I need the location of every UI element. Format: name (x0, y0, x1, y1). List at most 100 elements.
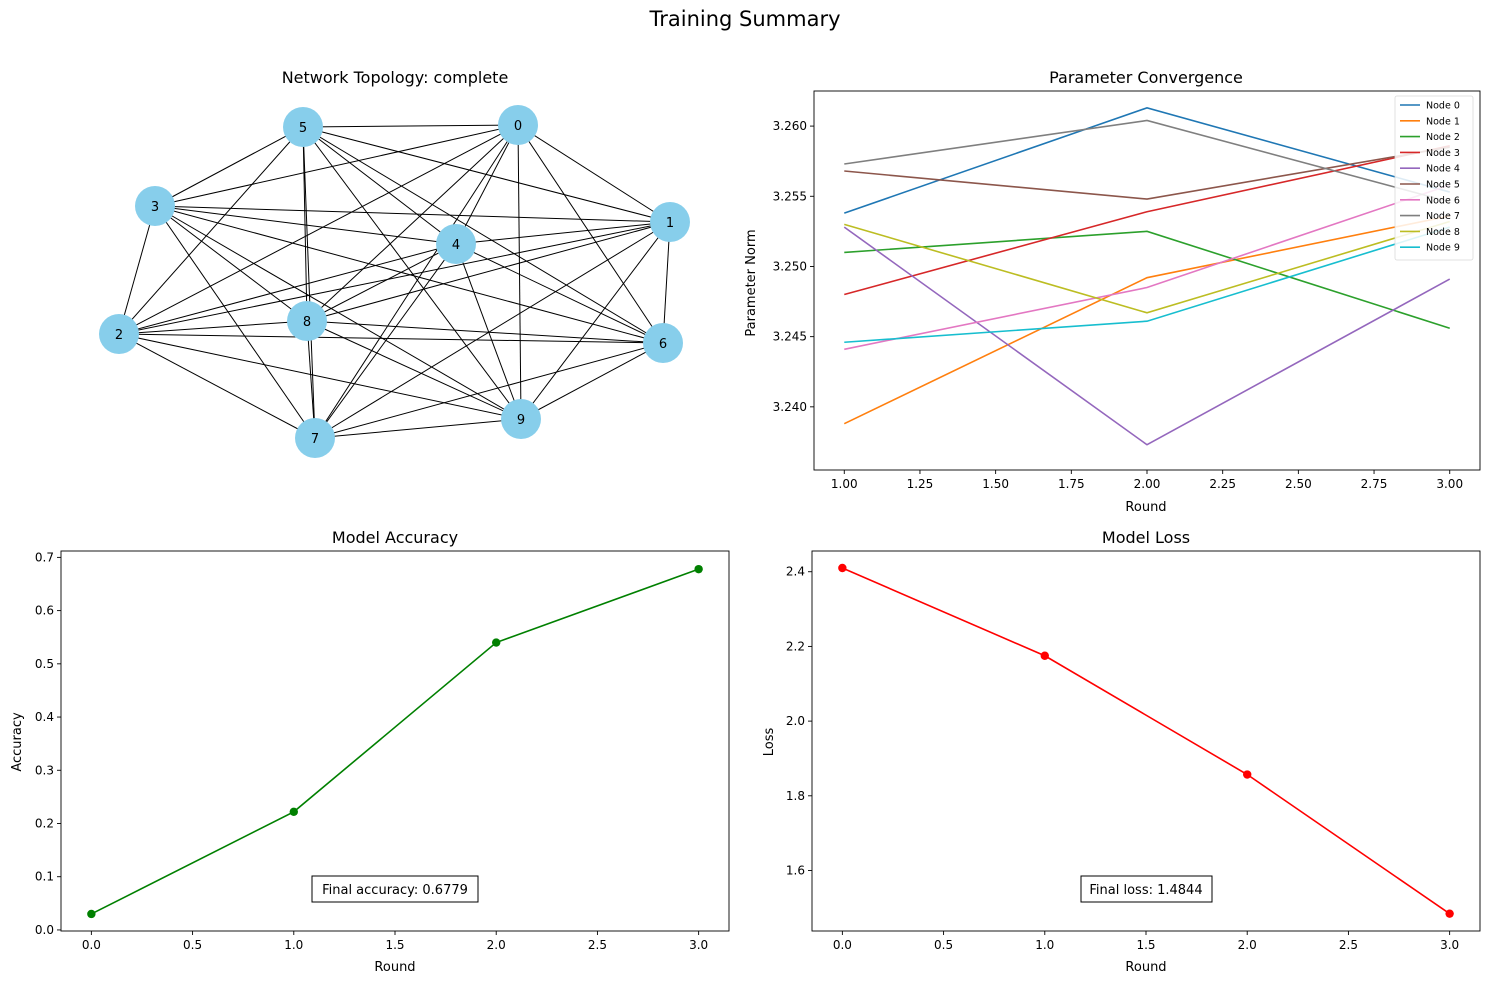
convergence-legend-entry: Node 9 (1426, 243, 1460, 254)
convergence-series-line-5 (844, 146, 1450, 200)
accuracy-xlabel: Round (374, 960, 415, 975)
accuracy-point (694, 564, 703, 574)
network-node-label: 7 (311, 432, 319, 447)
loss-x-tick-label: 2.5 (1339, 938, 1358, 952)
network-edge-0-9 (517, 124, 522, 420)
loss-y-tick-label: 1.6 (786, 863, 805, 877)
network-edge-3-6 (154, 205, 664, 344)
accuracy-plot-area: 0.0 0.5 1.0 1.5 2.0 2.5 3.0 0.0 0.1 0.2 0.3 0.4 0.5 0… (35, 550, 730, 952)
convergence-legend-entry: Node 5 (1426, 180, 1460, 191)
convergence-x-tick-label: 2.75 (1361, 477, 1388, 491)
convergence-x-tick-label: 2.50 (1285, 477, 1312, 491)
accuracy-point (289, 807, 298, 816)
accuracy-series-line-0 (90, 568, 699, 915)
network-edge-2-7 (118, 333, 316, 439)
convergence-x-tick-label: 1.25 (907, 477, 934, 491)
accuracy-x-tick-label: 0.0 (82, 938, 101, 952)
loss-title: Model Loss (1102, 528, 1190, 547)
convergence-series-line-6 (844, 184, 1450, 351)
convergence-legend-entry: Node 1 (1426, 116, 1460, 127)
convergence-legend-entry: Node 3 (1426, 148, 1460, 159)
loss-x-tick-label: 2.0 (1238, 938, 1257, 952)
network-edge-5-6 (302, 126, 664, 344)
network-node-label: 1 (666, 216, 674, 231)
network-node-label: 2 (115, 328, 123, 343)
accuracy-y-tick-label: 0.5 (35, 657, 54, 671)
network-edge-0-7 (314, 124, 519, 439)
accuracy-x-tick-label: 0.5 (183, 938, 202, 952)
loss-x-tick-label: 1.0 (1035, 938, 1054, 952)
accuracy-title: Model Accuracy (332, 528, 458, 547)
accuracy-annotation: Final accuracy: 0.6779 (322, 883, 468, 898)
convergence-legend-entry: Node 2 (1426, 132, 1460, 143)
network-node-5 (283, 107, 323, 147)
network-edge-5-7 (302, 126, 316, 439)
network-edge-0-3 (154, 124, 519, 207)
network-edge-7-9 (314, 418, 522, 439)
loss-y-tick-label: 2.0 (786, 714, 805, 728)
network-edges (118, 124, 671, 439)
convergence-series-line-9 (844, 226, 1450, 344)
accuracy-y-tick-label: 0.4 (35, 710, 54, 724)
convergence-series-line-3 (844, 144, 1450, 296)
network-node-1 (650, 202, 690, 242)
accuracy-x-tick-label: 2.0 (487, 938, 506, 952)
network-node-label: 6 (659, 337, 667, 352)
convergence-series-line-8 (844, 220, 1450, 314)
network-node-label: 9 (517, 413, 525, 428)
accuracy-y-tick-label: 0.2 (35, 816, 54, 830)
network-edge-4-6 (455, 243, 664, 344)
loss-xlabel: Round (1125, 960, 1166, 975)
network-edge-5-8 (302, 126, 308, 322)
loss-point (838, 563, 847, 573)
network-title: Network Topology: complete (282, 68, 509, 87)
loss-x-tick-label: 3.0 (1440, 938, 1459, 952)
accuracy-annotation-box (311, 875, 479, 903)
network-edge-0-2 (118, 124, 519, 335)
loss-point (1243, 770, 1252, 779)
network-edge-4-8 (306, 243, 457, 322)
network-topology-panel: Network Topology: complete 0 1 2 3 4 5 6 7 8 9 (99, 68, 690, 458)
convergence-series-line-0 (844, 107, 1450, 214)
network-edge-3-5 (154, 126, 304, 207)
network-edge-2-3 (118, 205, 156, 335)
accuracy-y-tick-label: 0.3 (35, 763, 54, 777)
network-edge-2-4 (118, 243, 457, 335)
network-node-2 (99, 314, 139, 354)
network-edge-4-9 (455, 243, 522, 420)
loss-annotation: Final loss: 1.4844 (1089, 883, 1202, 898)
network-node-label: 0 (514, 119, 522, 134)
network-node-label: 3 (151, 200, 159, 215)
accuracy-x-tick-label: 1.0 (284, 938, 303, 952)
network-node-8 (287, 301, 327, 341)
network-node-0 (498, 105, 538, 145)
accuracy-x-tick-label: 1.5 (385, 938, 404, 952)
loss-x-tick-label: 0.0 (833, 938, 852, 952)
network-node-label: 4 (452, 238, 460, 253)
accuracy-y-tick-label: 0.1 (35, 870, 54, 884)
network-node-6 (643, 323, 683, 363)
accuracy-point (492, 638, 501, 647)
network-edge-3-7 (154, 205, 316, 439)
convergence-x-tick-label: 2.00 (1134, 477, 1161, 491)
convergence-xlabel: Round (1125, 500, 1166, 515)
network-node-3 (135, 186, 175, 226)
network-edge-1-7 (314, 221, 671, 439)
convergence-legend-entry: Node 4 (1426, 164, 1460, 175)
convergence-series-line-4 (843, 226, 1451, 446)
loss-plot-area: 0.0 0.5 1.0 1.5 2.0 2.5 3.0 1.6 1.8 2.0 2.2 2.4 (786, 550, 1481, 952)
loss-y-tick-label: 1.8 (786, 789, 805, 803)
network-edge-1-8 (306, 221, 671, 322)
network-edge-1-6 (662, 221, 671, 344)
loss-point (1445, 909, 1454, 918)
network-edge-2-9 (118, 333, 522, 420)
convergence-legend: Node 0 Node 1 Node 2 Node 3 Node 4 Node 5 Node… (1394, 95, 1474, 261)
network-edge-0-1 (517, 124, 671, 223)
network-edge-3-9 (154, 205, 522, 420)
convergence-y-tick-label: 3.260 (773, 119, 807, 133)
network-node-7 (295, 418, 335, 458)
convergence-y-tick-label: 3.245 (773, 330, 807, 344)
accuracy-x-tick-label: 3.0 (689, 938, 708, 952)
convergence-axes-frame (813, 90, 1481, 471)
